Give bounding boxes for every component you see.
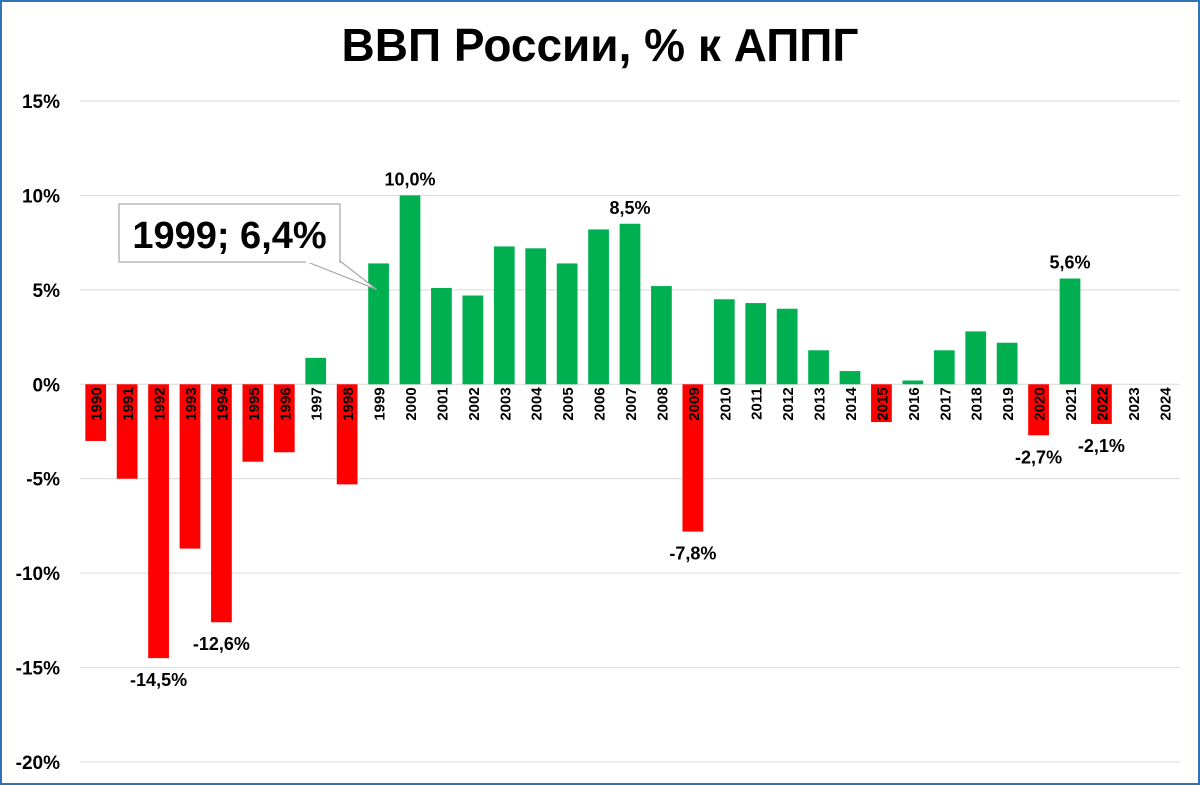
bar xyxy=(1028,384,1049,436)
category-label: 2018 xyxy=(969,387,986,420)
bar xyxy=(462,295,484,385)
bar xyxy=(525,248,547,385)
category-label: 2022 xyxy=(1094,387,1111,420)
bar xyxy=(336,384,358,485)
category-label: 2008 xyxy=(654,387,671,420)
category-label: 2003 xyxy=(497,387,514,420)
category-label: 1996 xyxy=(277,387,294,420)
data-label: -12,6% xyxy=(193,634,250,654)
callout-box xyxy=(118,203,341,263)
y-tick-label: 15% xyxy=(22,92,60,113)
category-label: 1994 xyxy=(214,387,231,421)
bar xyxy=(619,223,641,385)
callout-pointer xyxy=(304,260,377,290)
category-label: 1991 xyxy=(120,387,137,420)
category-label: 1993 xyxy=(183,387,200,420)
bar xyxy=(808,350,829,385)
category-label: 1992 xyxy=(152,387,169,420)
y-tick-label: -15% xyxy=(16,659,60,680)
bar xyxy=(871,384,892,423)
category-label: 2007 xyxy=(623,387,640,420)
bar xyxy=(776,308,798,385)
bar xyxy=(211,384,232,623)
y-tick-label: 0% xyxy=(33,375,61,396)
category-label: 2012 xyxy=(780,387,797,420)
bar xyxy=(933,350,955,385)
y-tick-label: 5% xyxy=(33,281,61,302)
bar xyxy=(965,331,987,385)
category-label: 2019 xyxy=(1000,387,1017,420)
callout-label: 1999; 6,4% xyxy=(132,215,326,257)
bar xyxy=(1059,278,1081,385)
bar xyxy=(713,299,735,385)
bar xyxy=(273,384,295,453)
category-label: 2014 xyxy=(843,387,860,421)
chart-title: ВВП России, % к АППГ xyxy=(341,19,859,71)
category-label: 2013 xyxy=(812,387,829,420)
bar xyxy=(682,384,704,532)
category-label: 2002 xyxy=(466,387,483,420)
category-label: 2020 xyxy=(1032,387,1049,420)
bar xyxy=(148,384,169,659)
bar xyxy=(745,303,767,385)
category-label: 1999 xyxy=(372,387,389,420)
category-label: 1995 xyxy=(246,387,263,420)
bar xyxy=(839,371,861,385)
bar xyxy=(368,263,389,385)
category-label: 1990 xyxy=(89,387,106,420)
bar xyxy=(996,342,1018,385)
bar xyxy=(1091,384,1112,424)
category-label: 2006 xyxy=(592,387,609,420)
bar xyxy=(116,384,138,479)
category-label: 2017 xyxy=(937,387,954,420)
category-label: 2024 xyxy=(1157,387,1174,421)
bar xyxy=(556,263,578,385)
category-label: 2000 xyxy=(403,387,420,420)
data-label: 5,6% xyxy=(1049,253,1090,273)
bar xyxy=(431,287,452,385)
bar xyxy=(651,286,672,385)
category-label: 2010 xyxy=(717,387,734,420)
category-label: 2009 xyxy=(686,387,703,420)
category-label: 1997 xyxy=(309,387,326,420)
y-tick-label: -20% xyxy=(16,753,60,774)
data-label: -7,8% xyxy=(669,544,716,564)
category-label: 1998 xyxy=(340,387,357,420)
category-label: 2004 xyxy=(529,387,546,421)
category-label: 2021 xyxy=(1063,387,1080,420)
category-label: 2005 xyxy=(560,387,577,420)
data-label: 10,0% xyxy=(384,169,435,189)
bar xyxy=(179,384,201,549)
data-label: 8,5% xyxy=(609,198,650,218)
category-label: 2001 xyxy=(434,387,451,420)
data-label: -2,1% xyxy=(1078,436,1125,456)
bar xyxy=(85,384,107,441)
y-tick-label: -5% xyxy=(26,470,60,491)
bar xyxy=(902,380,924,385)
data-label: -14,5% xyxy=(130,670,187,690)
bar xyxy=(242,384,264,462)
category-label: 2023 xyxy=(1126,387,1143,420)
bar xyxy=(493,246,515,385)
bar xyxy=(588,229,609,385)
y-tick-label: -10% xyxy=(16,564,60,585)
category-label: 2016 xyxy=(906,387,923,420)
y-tick-label: 10% xyxy=(22,186,60,207)
category-label: 2011 xyxy=(749,387,766,420)
data-label: -2,7% xyxy=(1015,447,1062,467)
bar xyxy=(399,195,421,385)
category-label: 2015 xyxy=(874,387,891,420)
bar xyxy=(305,357,327,385)
